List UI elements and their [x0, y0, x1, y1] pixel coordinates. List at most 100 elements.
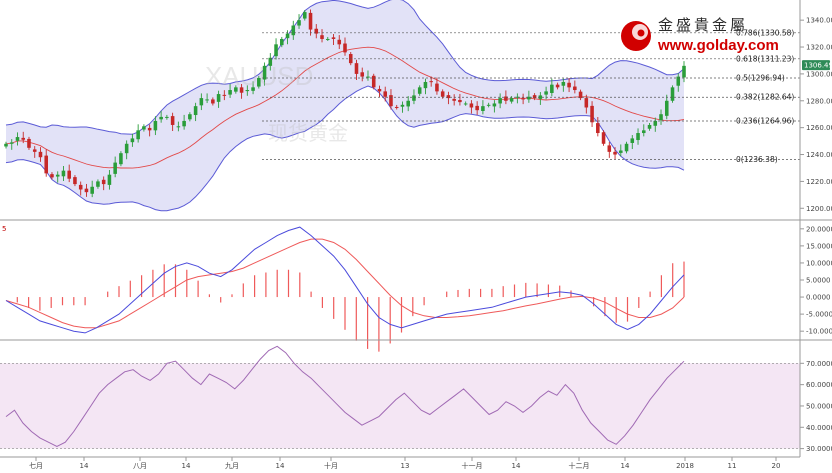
candle-body: [159, 116, 163, 120]
candlestick: [515, 93, 520, 104]
candle-body: [630, 138, 635, 143]
candle-body: [475, 105, 479, 111]
candle-body: [521, 98, 525, 100]
candlestick: [257, 75, 261, 89]
indicator-label: 5: [2, 225, 6, 233]
macd-panel: [5, 226, 685, 352]
candle-body: [550, 84, 554, 93]
rsi-tick-label: 60.0000: [806, 381, 832, 389]
price-tag-bg: [802, 60, 830, 71]
candlestick: [676, 73, 681, 92]
candle-body: [84, 188, 89, 193]
candlestick: [452, 94, 456, 106]
candle-body: [222, 94, 227, 96]
candle-body: [555, 84, 560, 88]
price-tick-label: 1220.00: [806, 178, 832, 186]
candle-body: [676, 76, 681, 86]
candlestick: [417, 85, 422, 96]
candlestick: [578, 89, 583, 101]
watermark-symbol: XAUUSD: [205, 61, 313, 91]
candle-body: [636, 133, 640, 141]
candlestick: [435, 77, 439, 95]
candle-body: [504, 96, 508, 101]
time-tick-label: 14: [182, 462, 191, 470]
current-price-tag: 1306.49: [802, 60, 832, 71]
time-tick-label: 14: [621, 462, 630, 470]
candlestick: [567, 78, 571, 93]
candle-body: [481, 106, 485, 111]
brand-url: www.golday.com: [657, 37, 779, 54]
candlestick: [475, 101, 479, 115]
candle-body: [205, 99, 209, 101]
fib-label: 0.236(1264.96): [736, 116, 794, 125]
candlestick: [343, 37, 347, 56]
candlestick: [15, 132, 20, 146]
candlestick: [325, 36, 330, 41]
candle-body: [452, 98, 456, 101]
candlestick: [573, 80, 577, 94]
candlestick: [27, 136, 31, 150]
candle-body: [124, 143, 129, 154]
lower-band-line: [5, 85, 685, 212]
candle-body: [532, 95, 537, 99]
candlestick: [130, 133, 135, 147]
time-tick-label: 十二月: [569, 461, 590, 470]
candlestick: [394, 104, 399, 110]
candlestick: [504, 90, 508, 105]
price-tick-label: 1320.00: [806, 44, 832, 52]
candlestick: [682, 61, 686, 83]
candlestick: [55, 171, 60, 183]
candlestick: [607, 142, 612, 158]
time-tick-label: 14: [276, 462, 285, 470]
candlestick: [590, 101, 594, 127]
candlestick: [481, 100, 485, 115]
candle-body: [291, 25, 296, 36]
candle-body: [607, 145, 612, 152]
candlestick: [96, 179, 100, 189]
candle-body: [73, 177, 77, 185]
candlestick: [561, 78, 566, 92]
candle-body: [44, 155, 49, 174]
candle-body: [314, 28, 319, 34]
macd-tick-label: -10.0000: [806, 328, 832, 336]
candlestick: [107, 169, 112, 190]
candle-body: [130, 138, 135, 143]
candlestick: [601, 130, 606, 146]
candle-body: [274, 44, 278, 57]
candle-body: [119, 153, 123, 165]
candle-body: [176, 126, 181, 128]
rsi-panel: [0, 345, 800, 449]
candlestick: [360, 67, 365, 82]
logo-mark-dot: [637, 29, 645, 37]
fib-label: 0.5(1296.94): [736, 74, 785, 83]
candle-body: [682, 65, 686, 78]
candlestick: [297, 14, 301, 29]
candle-body: [366, 76, 370, 78]
candlestick: [446, 91, 451, 105]
candlestick: [641, 124, 646, 137]
candlestick: [216, 90, 221, 108]
candlestick: [113, 156, 117, 178]
candlestick: [550, 78, 554, 97]
candle-body: [423, 81, 428, 89]
candle-body: [245, 90, 250, 92]
candle-body: [446, 95, 451, 99]
candle-body: [664, 100, 669, 116]
candlestick: [78, 181, 83, 196]
candle-body: [509, 98, 514, 102]
brand-logo: 金盛貴金屬 www.golday.com: [621, 16, 779, 54]
candlestick: [188, 112, 192, 122]
candle-body: [101, 179, 106, 185]
candle-body: [561, 81, 566, 86]
candle-body: [389, 95, 393, 107]
price-tick-label: 1200.00: [806, 205, 832, 213]
candlestick: [630, 135, 635, 150]
candlestick: [458, 93, 462, 106]
time-tick-label: 八月: [133, 462, 147, 470]
candlestick: [555, 82, 560, 90]
candlestick: [182, 114, 186, 130]
candle-body: [239, 87, 244, 93]
candle-body: [153, 120, 158, 131]
candlestick: [624, 141, 629, 154]
candlestick: [176, 121, 181, 132]
